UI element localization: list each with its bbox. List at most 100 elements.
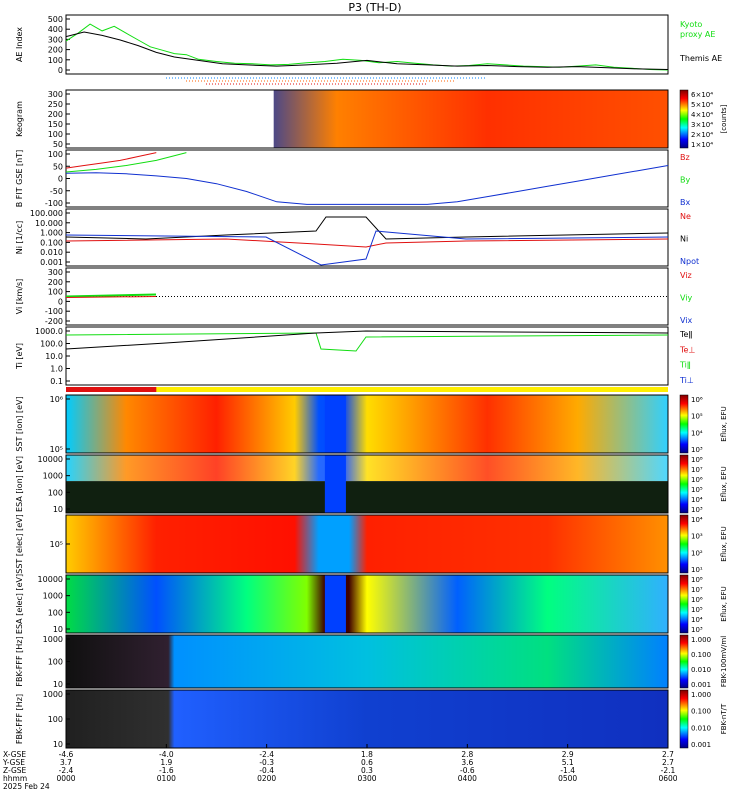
- legend-item: Vix: [680, 316, 693, 325]
- colorbar-label: Eflux, EFU: [720, 406, 728, 441]
- xtick-y: 3.7: [60, 758, 72, 767]
- ytick-label: 100: [48, 150, 63, 159]
- center-strip: [324, 575, 346, 633]
- xaxis-row-label: 2025 Feb 24: [3, 782, 50, 791]
- ytick-label: 10: [53, 625, 63, 634]
- colorbar-tick: 10³: [691, 533, 703, 541]
- ytick-label: 100.0: [40, 340, 63, 349]
- legend-item: Npot: [680, 257, 699, 266]
- ytick-label: -100: [45, 199, 63, 208]
- colorbar-tick: 1.000: [691, 691, 711, 699]
- ylabel: FBK-FFF [Hz]: [15, 636, 24, 686]
- ytick-label: 0: [58, 175, 63, 184]
- ylabel: AE Index: [15, 27, 24, 62]
- colorbar: [679, 514, 689, 574]
- xaxis-row-label: Y-GSE: [2, 758, 25, 767]
- plot-title: P3 (TH-D): [348, 1, 401, 14]
- legend-item: Te⊥: [679, 345, 695, 354]
- panel-11: 1000 100 10 FBK-FFF [Hz] 1.000 0.100 0.010 0.00…: [15, 689, 728, 749]
- colorbar-tick: 3×10⁴: [691, 121, 713, 129]
- ni-line: [65, 216, 669, 240]
- xtick-t: 0300: [357, 774, 376, 783]
- xaxis-row-label: X-GSE: [3, 750, 26, 759]
- panel-8: 10⁵ SST [elec] [eV] 10⁴ 10³ 10² 10¹ Eflux, EFU: [15, 514, 728, 574]
- xtick-t: 0200: [257, 774, 276, 783]
- center-strip: [324, 395, 346, 453]
- ytick-label: 10000: [38, 575, 63, 584]
- legend-item: proxy AE: [680, 30, 715, 39]
- ne-line: [65, 238, 669, 248]
- series-1: [65, 152, 187, 173]
- colorbar-tick: 10⁴: [691, 516, 703, 524]
- xtick-t: 0100: [157, 774, 176, 783]
- colorbar-tick: 10³: [691, 626, 703, 634]
- ytick-label: 1000.0: [35, 327, 63, 336]
- colorbar-label: FBK-100mV/ml: [720, 636, 728, 687]
- ytick-label: 0.1: [50, 377, 63, 386]
- panel-10: 1000 100 10 FBK-FFF [Hz] 1.000 0.100 0.010 0.00…: [15, 634, 728, 689]
- colorbar-label: Eflux, EFU: [720, 526, 728, 561]
- series-0: [65, 152, 157, 169]
- colorbar-tick: 0.010: [691, 724, 711, 732]
- ytick-label: 10⁵: [50, 540, 63, 549]
- ytick-label: 100: [48, 130, 63, 139]
- colorbar-tick: 4×10⁴: [691, 111, 713, 119]
- series-1: [65, 31, 669, 70]
- legend-item: Ne: [680, 212, 691, 221]
- tiǁ-line: [65, 332, 669, 352]
- xaxis-row-label: hhmm: [3, 774, 27, 783]
- ytick-label: 100: [48, 608, 63, 617]
- panel-9: 10000 1000 100 10 ESA [elec] [eV] 10⁸ 10⁷ 10⁶ 10…: [15, 574, 728, 634]
- xtick-z: 0.3: [361, 766, 373, 775]
- colorbar-tick: 1×10⁴: [691, 141, 713, 149]
- ytick-label: 10: [53, 680, 63, 689]
- xtick-t: 0400: [458, 774, 477, 783]
- panel-5: 1000.0 100.0 10.0 1.0 0.1 Ti [eV] Teǁ Te⊥ Tiǁ Ti⊥: [15, 326, 695, 386]
- xtick-z: -2.1: [661, 766, 676, 775]
- te-line: [65, 330, 669, 350]
- xtick-y: 5.1: [562, 758, 574, 767]
- colorbar-tick: 0.100: [691, 708, 711, 716]
- ytick-label: 10⁶: [50, 395, 63, 404]
- ytick-label: -200: [45, 317, 63, 326]
- ytick-label: 10: [53, 740, 63, 749]
- panel-6: 10⁶ 10⁵ SST [ion] [eV] 10⁶ 10⁵ 10⁴ 10³ Eflux, E…: [15, 394, 728, 454]
- colorbar-tick: 10⁵: [691, 413, 703, 421]
- xtick-x: 2.9: [562, 750, 574, 759]
- ytick-label: 0: [58, 297, 63, 306]
- ylabel: FBK-FFF [Hz]: [15, 694, 24, 744]
- xtick-x: -4.6: [59, 750, 74, 759]
- ytick-label: 300: [48, 90, 63, 99]
- colorbar-tick: 10⁵: [691, 606, 703, 614]
- xtick-y: 1.9: [160, 758, 172, 767]
- panel-7: 10000 1000 100 10 ESA [ion] [eV] 10⁸ 10⁷ 10⁶ 10⁵…: [15, 454, 728, 514]
- ytick-label: 0: [58, 66, 63, 75]
- ylabel: Vi [km/s]: [15, 279, 24, 315]
- center-strip: [324, 515, 346, 573]
- heatmap-fill: [66, 395, 668, 453]
- legend-item: Kyoto: [680, 20, 702, 29]
- xtick-t: 0600: [658, 774, 677, 783]
- ytick-label: 0.100: [40, 238, 63, 247]
- legend-item: Tiǁ: [679, 361, 691, 370]
- colorbar-tick: 10⁸: [691, 456, 703, 464]
- xtick-z: -1.4: [560, 766, 575, 775]
- xtick-x: 1.8: [361, 750, 373, 759]
- panel-frame: [65, 14, 669, 75]
- xtick-z: -1.6: [159, 766, 174, 775]
- xtick-y: -0.3: [259, 758, 274, 767]
- xtick-y: 2.7: [662, 758, 674, 767]
- xtick-t: 0000: [56, 774, 75, 783]
- ytick-label: 100: [48, 288, 63, 297]
- legend-item: Bx: [680, 198, 690, 207]
- ytick-label: 1.000: [40, 229, 63, 238]
- ytick-label: 100.000: [30, 209, 63, 218]
- ytick-label: 400: [48, 25, 63, 34]
- ylabel: SST [elec] [eV]: [15, 514, 24, 573]
- colorbar-tick: 10¹: [691, 566, 703, 574]
- colorbar-tick: 10²: [691, 549, 703, 557]
- xtick-z: -2.4: [59, 766, 74, 775]
- colorbar-tick: 10⁴: [691, 616, 703, 624]
